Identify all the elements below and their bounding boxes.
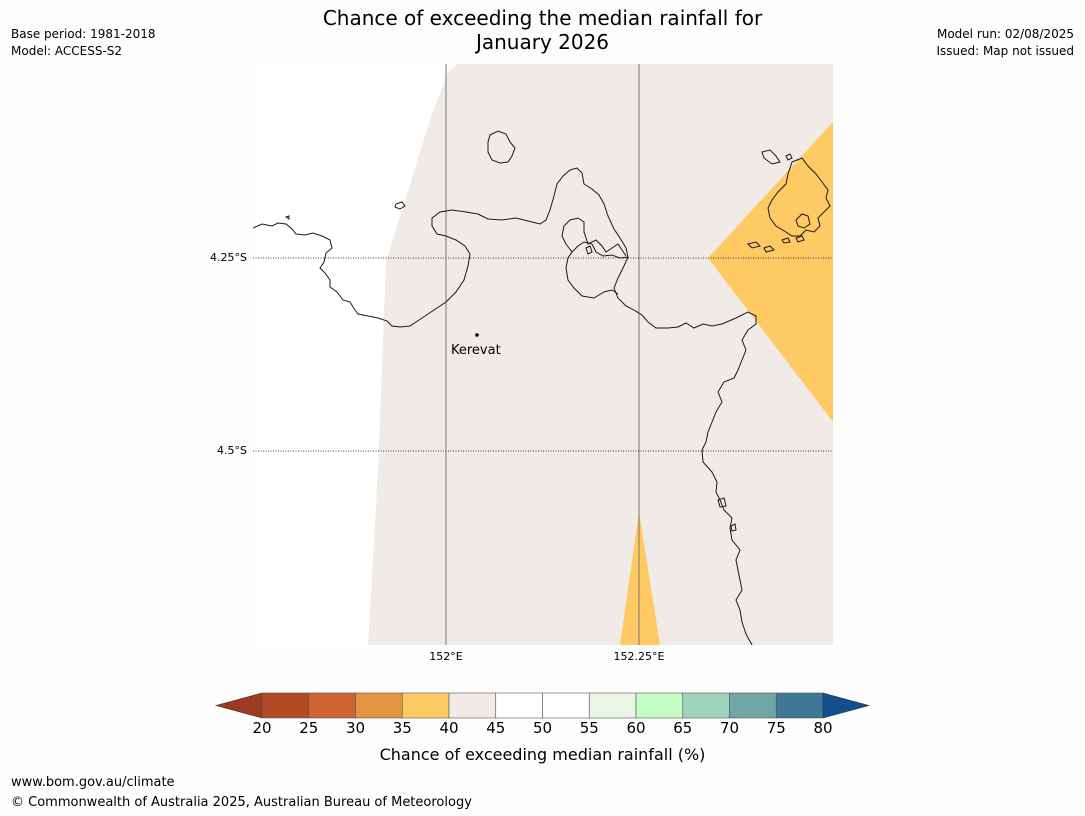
colorbar-bin-35-40 xyxy=(401,692,450,719)
colorbar-bin-45-50 xyxy=(495,692,543,719)
island-east-lagoon xyxy=(795,213,811,229)
model-run-text: Model run: 02/08/2025 xyxy=(936,27,1074,41)
base-period-info: Base period: 1981-2018 Model: ACCESS-S2 xyxy=(11,26,156,60)
colorbar-bin-30-35 xyxy=(355,692,403,719)
island-bay xyxy=(585,245,593,255)
island-south-small2 xyxy=(730,523,737,532)
colorbar-tick-30: 30 xyxy=(345,719,366,737)
colorbar-bin-25-30 xyxy=(308,692,356,719)
footer-url[interactable]: www.bom.gov.au/climate xyxy=(11,775,175,790)
lon-label-152: 152°E xyxy=(429,650,463,663)
colorbar-tick-70: 70 xyxy=(719,719,740,737)
island-small-west xyxy=(394,201,406,210)
colorbar-bin-70-75 xyxy=(729,692,777,719)
map-area xyxy=(253,64,833,645)
coastline-main xyxy=(253,167,757,645)
region-35-40-east xyxy=(708,122,833,422)
colorbar-bin-60-65 xyxy=(635,692,684,719)
island-tiny xyxy=(284,215,290,220)
issued-text: Issued: Map not issued xyxy=(936,44,1074,58)
colorbar-bin-20-25 xyxy=(261,692,310,719)
colorbar-label: Chance of exceeding median rainfall (%) xyxy=(379,745,706,764)
colorbar-tick-50: 50 xyxy=(532,719,553,737)
lat-label-4-25: 4.25°S xyxy=(210,251,247,264)
island-east-small2 xyxy=(747,241,761,249)
island-north xyxy=(487,130,516,164)
colorbar-tick-60: 60 xyxy=(626,719,646,737)
colorbar-tick-45: 45 xyxy=(486,719,506,737)
colorbar-bin-50-55 xyxy=(542,692,590,719)
island-east-small3 xyxy=(763,245,775,253)
place-label-kerevat: Kerevat xyxy=(451,343,501,358)
region-35-40-south xyxy=(620,512,660,645)
colorbar-bin-75-80 xyxy=(775,692,824,719)
colorbar-bin-65-70 xyxy=(682,692,730,719)
colorbar-bin-55-60 xyxy=(588,692,637,719)
island-east-large xyxy=(767,157,831,237)
colorbar-tick-65: 65 xyxy=(673,719,693,737)
colorbar-tick-25: 25 xyxy=(299,719,319,737)
coastline-bay xyxy=(565,241,629,299)
colorbar-tick-80: 80 xyxy=(813,719,833,737)
colorbar-bin-40-45 xyxy=(448,692,497,719)
colorbar-tick-55: 55 xyxy=(579,719,599,737)
island-east-small5 xyxy=(795,235,805,243)
colorbar-tick-75: 75 xyxy=(766,719,786,737)
island-east-small6 xyxy=(785,153,793,161)
lon-label-152-25: 152.25°E xyxy=(613,650,665,663)
colorbar-tick-20: 20 xyxy=(252,719,272,737)
model-text: Model: ACCESS-S2 xyxy=(11,44,123,58)
colorbar-extend-high xyxy=(822,692,871,719)
island-east-small1 xyxy=(761,149,781,165)
footer-copyright: © Commonwealth of Australia 2025, Austra… xyxy=(11,795,472,810)
island-south-small1 xyxy=(717,497,727,508)
coastline-peninsula xyxy=(561,217,627,257)
map-title-line2: January 2026 xyxy=(475,30,610,54)
island-east-small4 xyxy=(781,237,791,244)
map-title: Chance of exceeding the median rainfall … xyxy=(0,6,1085,54)
colorbar-tick-35: 35 xyxy=(392,719,412,737)
region-40-45 xyxy=(368,64,833,645)
base-period-text: Base period: 1981-2018 xyxy=(11,27,156,41)
kerevat-marker xyxy=(475,333,479,337)
model-run-info: Model run: 02/08/2025 Issued: Map not is… xyxy=(936,26,1074,60)
lat-label-4-5: 4.5°S xyxy=(217,444,247,457)
colorbar-tick-40: 40 xyxy=(439,719,459,737)
colorbar-bins xyxy=(214,692,871,719)
colorbar-extend-low xyxy=(214,692,263,719)
map-title-line1: Chance of exceeding the median rainfall … xyxy=(322,6,763,30)
